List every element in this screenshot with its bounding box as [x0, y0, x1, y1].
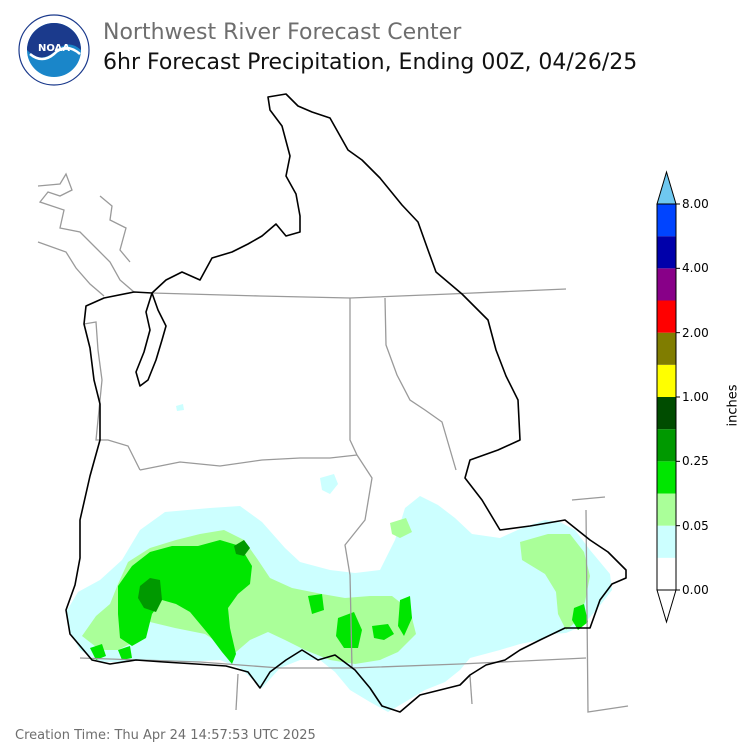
colorbar-under-arrow	[656, 589, 677, 624]
colorbar-bin	[657, 493, 676, 526]
colorbar-bin	[657, 268, 676, 301]
organization-title: Northwest River Forecast Center	[103, 20, 462, 45]
colorbar-bin	[657, 364, 676, 397]
colorbar-over-arrow	[656, 170, 677, 205]
colorbar-unit-label: inches	[725, 384, 741, 427]
precip-bright-green-field	[90, 540, 588, 664]
colorbar-bin	[657, 429, 676, 462]
noaa-logo: NOAA	[18, 14, 90, 86]
colorbar-bin	[657, 461, 676, 494]
state-borders	[37, 172, 629, 713]
colorbar-bin	[657, 397, 676, 430]
creation-time: Creation Time: Thu Apr 24 14:57:53 UTC 2…	[15, 728, 316, 743]
colorbar-bin	[657, 557, 676, 590]
colorbar-bin	[657, 236, 676, 269]
logo-text: NOAA	[38, 43, 70, 54]
colorbar-bin	[657, 525, 676, 558]
colorbar-bin	[657, 332, 676, 365]
colorbar-bin	[657, 300, 676, 333]
precip-dark-green-field	[138, 540, 250, 612]
colorbar-bin	[657, 204, 676, 237]
product-title: 6hr Forecast Precipitation, Ending 00Z, …	[103, 50, 638, 75]
basin-outline	[65, 93, 627, 713]
